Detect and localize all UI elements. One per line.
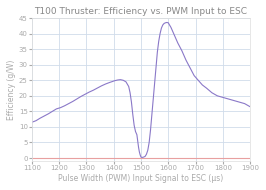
X-axis label: Pulse Width (PWM) Input Signal to ESC (μs): Pulse Width (PWM) Input Signal to ESC (μ…	[58, 174, 224, 183]
Y-axis label: Efficiency (g/W): Efficiency (g/W)	[7, 59, 16, 120]
Title: T100 Thruster: Efficiency vs. PWM Input to ESC: T100 Thruster: Efficiency vs. PWM Input …	[35, 7, 247, 16]
